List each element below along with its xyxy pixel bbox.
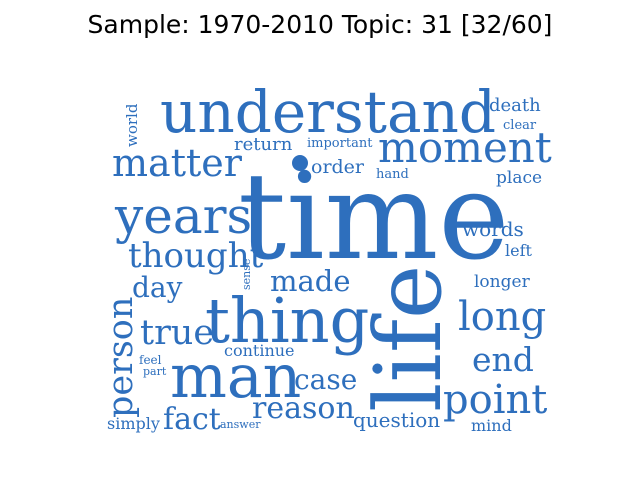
word-man: man — [170, 342, 301, 412]
word-long: long — [458, 294, 546, 340]
word-return: return — [234, 134, 293, 155]
dot-mark — [292, 155, 308, 171]
word-moment: moment — [378, 123, 552, 172]
word-death: death — [489, 95, 541, 116]
word-mind: mind — [471, 416, 512, 435]
word-true: true — [140, 313, 214, 353]
word-point: point — [443, 377, 547, 423]
word-fact: fact — [163, 402, 221, 437]
word-place: place — [496, 168, 542, 188]
word-hand: hand — [376, 167, 409, 182]
word-part: part — [143, 365, 167, 378]
word-words: words — [462, 217, 524, 241]
word-matter: matter — [112, 141, 243, 185]
word-question: question — [353, 408, 440, 432]
word-end: end — [472, 340, 534, 379]
word-order: order — [311, 156, 365, 178]
word-understand: understand — [160, 78, 496, 146]
word-sense: sense — [240, 259, 253, 290]
word-time: time — [238, 148, 509, 287]
word-thought: thought — [128, 236, 264, 276]
word-made: made — [270, 264, 351, 298]
word-case: case — [294, 363, 357, 396]
word-person: person — [101, 297, 141, 418]
word-left: left — [505, 241, 533, 260]
word-important: important — [307, 136, 373, 151]
word-reason: reason — [252, 391, 355, 426]
word-feel: feel — [139, 353, 162, 367]
word-years: years — [114, 187, 252, 245]
word-thing: thing — [205, 284, 369, 357]
word-clear: clear — [503, 118, 537, 133]
word-day: day — [132, 271, 183, 304]
word-simply: simply — [107, 414, 160, 433]
word-answer: answer — [220, 418, 261, 431]
figure-title: Sample: 1970-2010 Topic: 31 [32/60] — [87, 10, 553, 39]
word-life: life — [355, 265, 462, 412]
word-longer: longer — [474, 272, 531, 292]
word-continue: continue — [224, 341, 295, 360]
word-world: world — [123, 103, 141, 147]
